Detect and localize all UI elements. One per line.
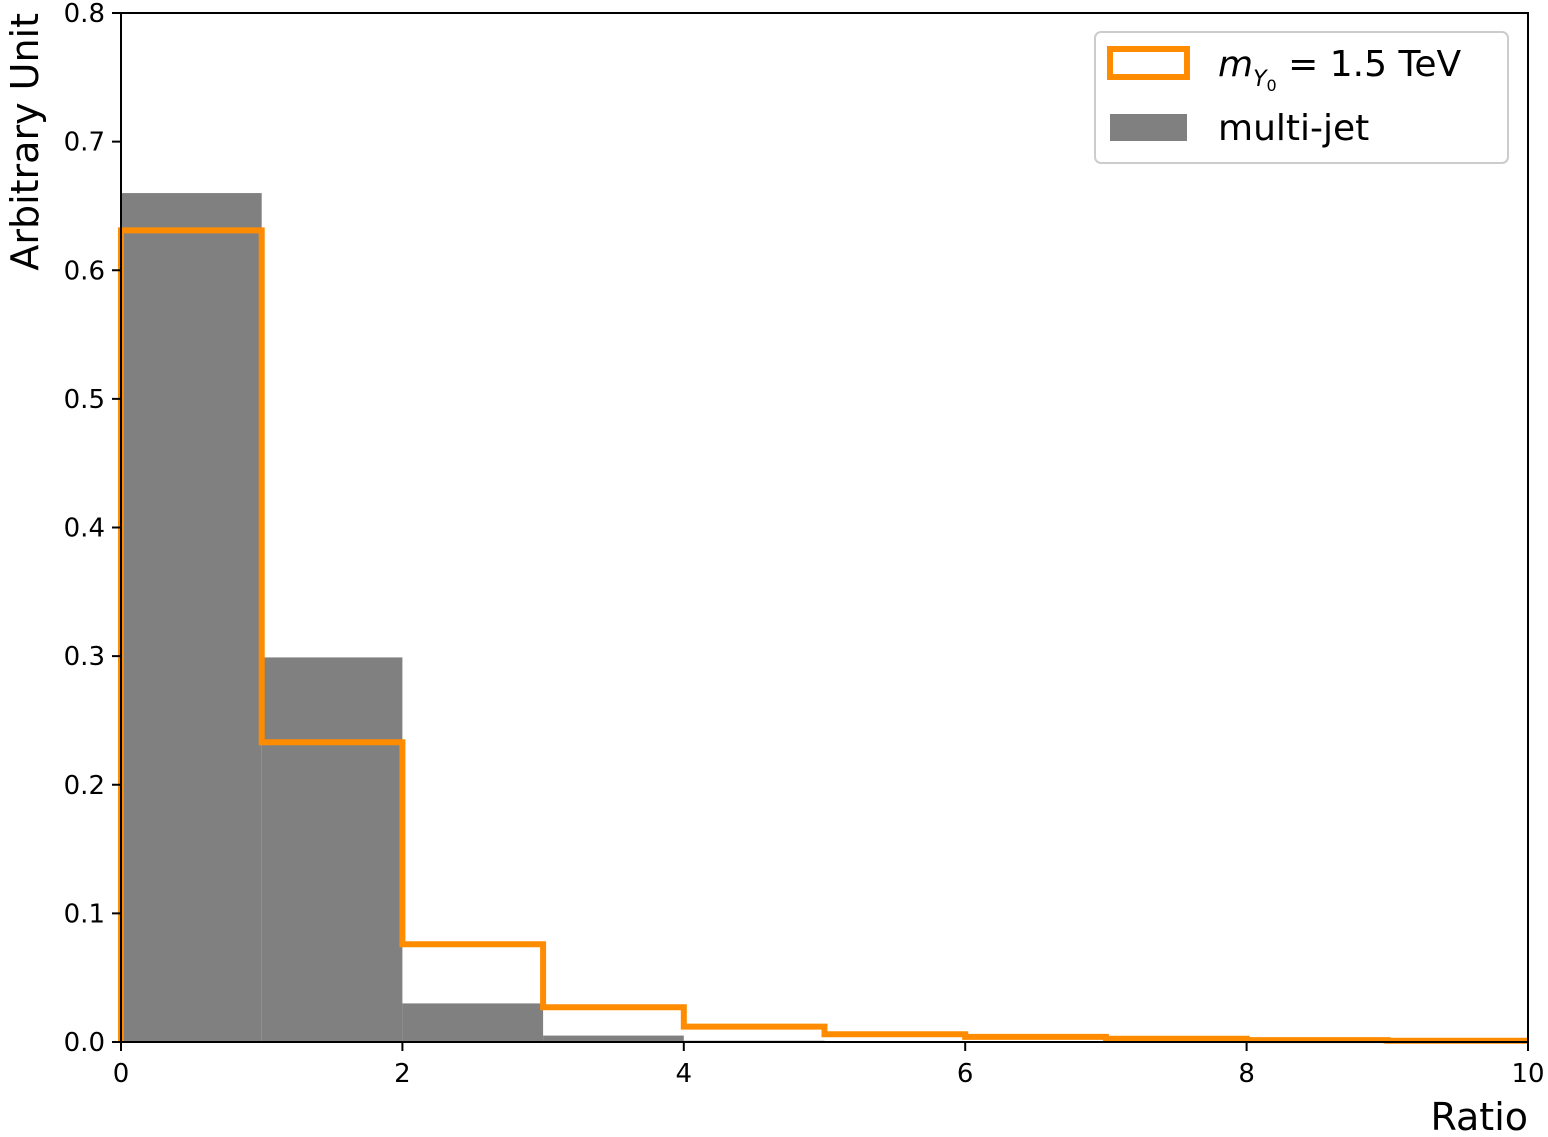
multi-jet-bar — [402, 1003, 544, 1042]
y-tick-label: 0.7 — [64, 128, 105, 158]
signal-step-line — [118, 227, 1528, 1044]
x-axis-ticks: 0 2 4 6 8 10 — [113, 1042, 1545, 1089]
multi-jet-bars — [121, 193, 1528, 1042]
x-tick-label: 10 — [1511, 1059, 1544, 1089]
y-tick-label: 0.0 — [64, 1028, 105, 1058]
y-tick-label: 0.2 — [64, 771, 105, 801]
x-tick-label: 2 — [394, 1059, 411, 1089]
y-tick-label: 0.4 — [64, 514, 105, 544]
legend-label-multijet: multi-jet — [1218, 108, 1369, 149]
y-tick-label: 0.6 — [64, 256, 105, 286]
legend-frame — [1094, 31, 1509, 164]
y-tick-label: 0.3 — [64, 642, 105, 672]
x-axis-label: Ratio — [1430, 1095, 1528, 1137]
legend: mY0 = 1.5 TeV multi-jet — [1094, 31, 1509, 164]
x-tick-label: 4 — [676, 1059, 693, 1089]
y-axis-label: Arbitrary Unit — [3, 13, 47, 271]
legend-swatch-multijet — [1110, 114, 1187, 141]
x-tick-label: 8 — [1238, 1059, 1255, 1089]
y-tick-label: 0.8 — [64, 0, 105, 29]
x-tick-label: 0 — [113, 1059, 130, 1089]
y-tick-label: 0.1 — [64, 899, 105, 929]
x-tick-label: 6 — [957, 1059, 974, 1089]
legend-swatch-signal — [1107, 46, 1190, 80]
multi-jet-bar — [543, 1035, 684, 1042]
legend-label-signal: mY0 = 1.5 TeV — [1218, 44, 1461, 95]
y-axis-ticks: 0.0 0.1 0.2 0.3 0.4 0.5 0.6 0.7 0.8 — [64, 0, 121, 1058]
multi-jet-bar — [261, 657, 403, 1042]
multi-jet-bar — [121, 193, 262, 1042]
y-tick-label: 0.5 — [64, 385, 105, 415]
